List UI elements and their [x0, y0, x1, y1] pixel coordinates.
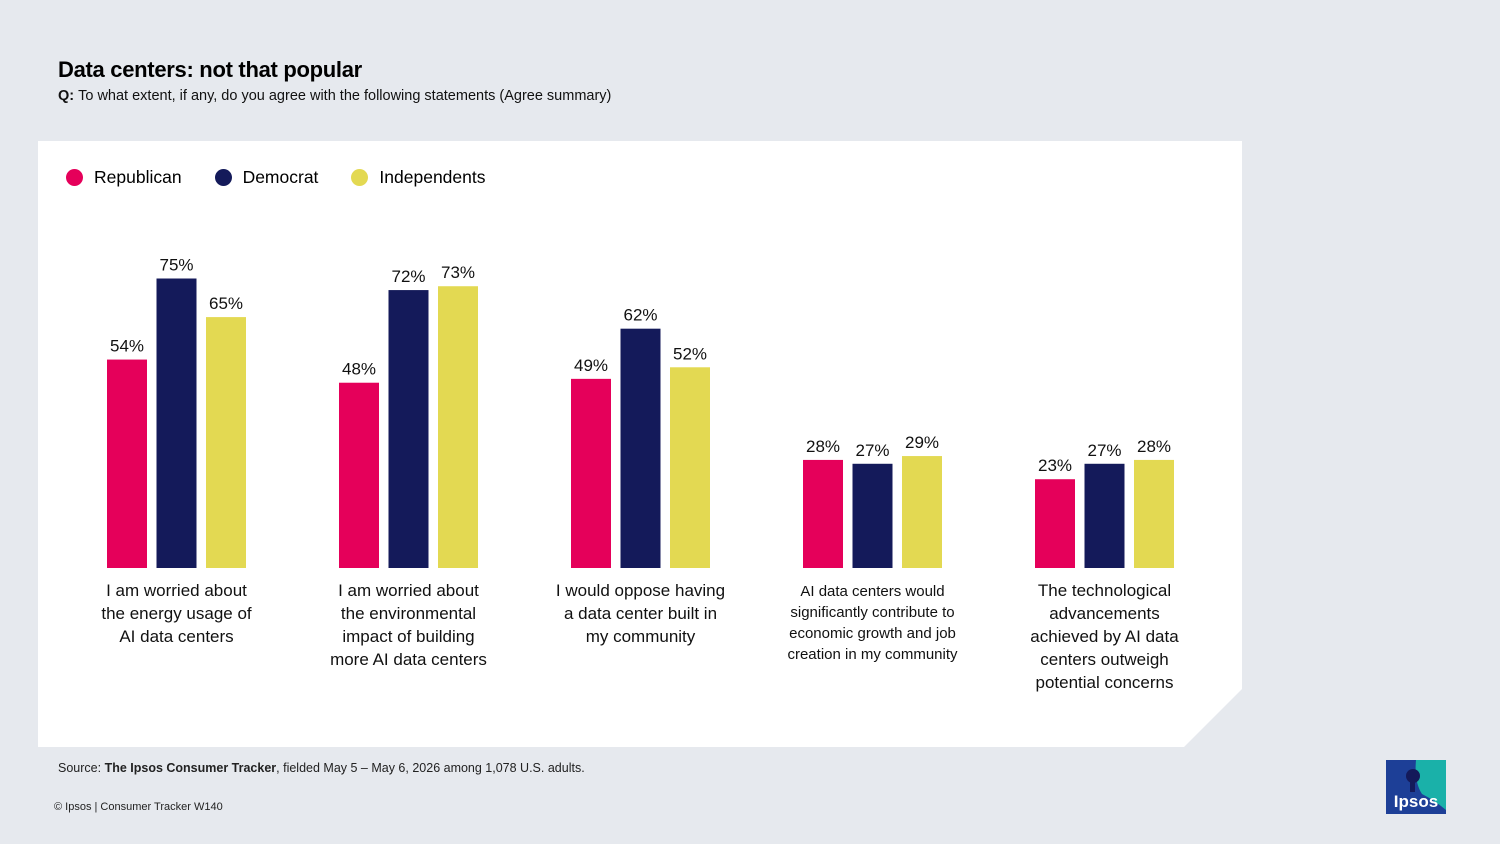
bar-democrat-1: [156, 278, 197, 568]
legend-label-independents: Independents: [379, 167, 486, 187]
source-details: , fielded May 5 – May 6, 2026 among 1,07…: [276, 761, 585, 775]
data-label-democrat-5: 27%: [1087, 441, 1121, 460]
data-label-republican-3: 49%: [574, 356, 608, 375]
chart-panel: Republican Democrat Independents 54% 75% 6…: [38, 141, 1242, 747]
data-label-independents-3: 52%: [673, 344, 707, 363]
category-label-4-line-4: creation in my community: [787, 646, 958, 663]
category-label-3-line-3: my community: [586, 627, 696, 646]
bar-democrat-4: [852, 463, 893, 568]
bar-independents-4: [902, 456, 942, 568]
category-label-5-line-4: centers outweigh: [1040, 650, 1169, 669]
data-label-republican-4: 28%: [806, 437, 840, 456]
data-label-republican-2: 48%: [342, 360, 376, 379]
legend-item-democrat: Democrat: [214, 167, 319, 188]
bar-independents-5: [1134, 459, 1174, 568]
legend-label-democrat: Democrat: [242, 167, 319, 187]
bar-independents-2: [438, 286, 478, 568]
category-label-2-line-1: I am worried about: [338, 581, 479, 600]
source-note: Source: The Ipsos Consumer Tracker, fiel…: [58, 761, 585, 775]
data-label-independents-5: 28%: [1137, 437, 1171, 456]
category-label-4-line-1: AI data centers would: [800, 583, 944, 600]
question-prefix: Q:: [58, 88, 75, 104]
logo-accent: [1415, 760, 1446, 810]
data-label-democrat-3: 62%: [623, 306, 657, 325]
legend-item-republican: Republican: [66, 167, 182, 188]
bar-democrat-2: [388, 290, 429, 568]
category-label-1-line-2: the energy usage of: [101, 604, 252, 623]
ipsos-logo: Ipsos: [1386, 760, 1446, 814]
question-text: Q: To what extent, if any, do you agree w…: [58, 88, 611, 104]
category-label-3-line-1: I would oppose having: [556, 581, 725, 600]
data-label-republican-5: 23%: [1038, 456, 1072, 475]
category-label-5-line-5: potential concerns: [1036, 673, 1174, 692]
data-label-independents-2: 73%: [441, 263, 475, 282]
category-label-5-line-1: The technological: [1038, 581, 1171, 600]
category-label-2-line-2: the environmental: [341, 604, 476, 623]
legend-swatch-republican: [66, 169, 83, 186]
data-label-democrat-1: 75%: [159, 256, 193, 275]
source-name: The Ipsos Consumer Tracker: [104, 761, 277, 775]
logo-text: Ipsos: [1394, 792, 1438, 811]
category-label-4-line-2: significantly contribute to: [790, 604, 954, 621]
category-label-5-line-2: advancements: [1049, 604, 1160, 623]
legend-label-republican: Republican: [94, 167, 182, 187]
bar-republican-3: [571, 378, 611, 568]
bar-republican-5: [1035, 479, 1075, 568]
page-title: Data centers: not that popular: [58, 57, 362, 82]
category-label-2-line-4: more AI data centers: [330, 650, 487, 669]
category-label-3-line-2: a data center built in: [564, 604, 717, 623]
bar-republican-4: [803, 459, 843, 568]
bar-chart: 54% 75% 65% I am worried about the energy us…: [101, 256, 1179, 693]
category-label-2-line-3: impact of building: [342, 627, 474, 646]
legend-swatch-independents: [351, 169, 369, 186]
source-prefix: Source:: [58, 761, 105, 775]
chart-legend: Republican Democrat Independents: [66, 167, 519, 188]
data-label-democrat-4: 27%: [855, 441, 889, 460]
category-label-4-line-3: economic growth and job: [789, 625, 956, 642]
data-label-democrat-2: 72%: [391, 267, 425, 286]
question-body: To what extent, if any, do you agree wit…: [78, 88, 612, 104]
legend-swatch-democrat: [214, 169, 232, 186]
bar-republican-2: [339, 382, 379, 568]
legend-item-independents: Independents: [351, 167, 486, 188]
category-label-1-line-3: AI data centers: [119, 627, 233, 646]
bar-democrat-5: [1084, 463, 1125, 568]
logo-head-icon: [1406, 769, 1420, 783]
data-label-republican-1: 54%: [110, 337, 144, 356]
bar-independents-1: [206, 317, 246, 568]
data-label-independents-1: 65%: [209, 294, 243, 313]
bar-independents-3: [670, 367, 710, 568]
category-label-5-line-3: achieved by AI data: [1030, 627, 1179, 646]
data-label-independents-4: 29%: [905, 433, 939, 452]
category-label-1-line-1: I am worried about: [106, 581, 247, 600]
bar-republican-1: [107, 359, 147, 568]
logo-neck-icon: [1410, 781, 1415, 792]
bar-democrat-3: [620, 328, 661, 568]
copyright-text: © Ipsos | Consumer Tracker W140: [54, 801, 223, 813]
